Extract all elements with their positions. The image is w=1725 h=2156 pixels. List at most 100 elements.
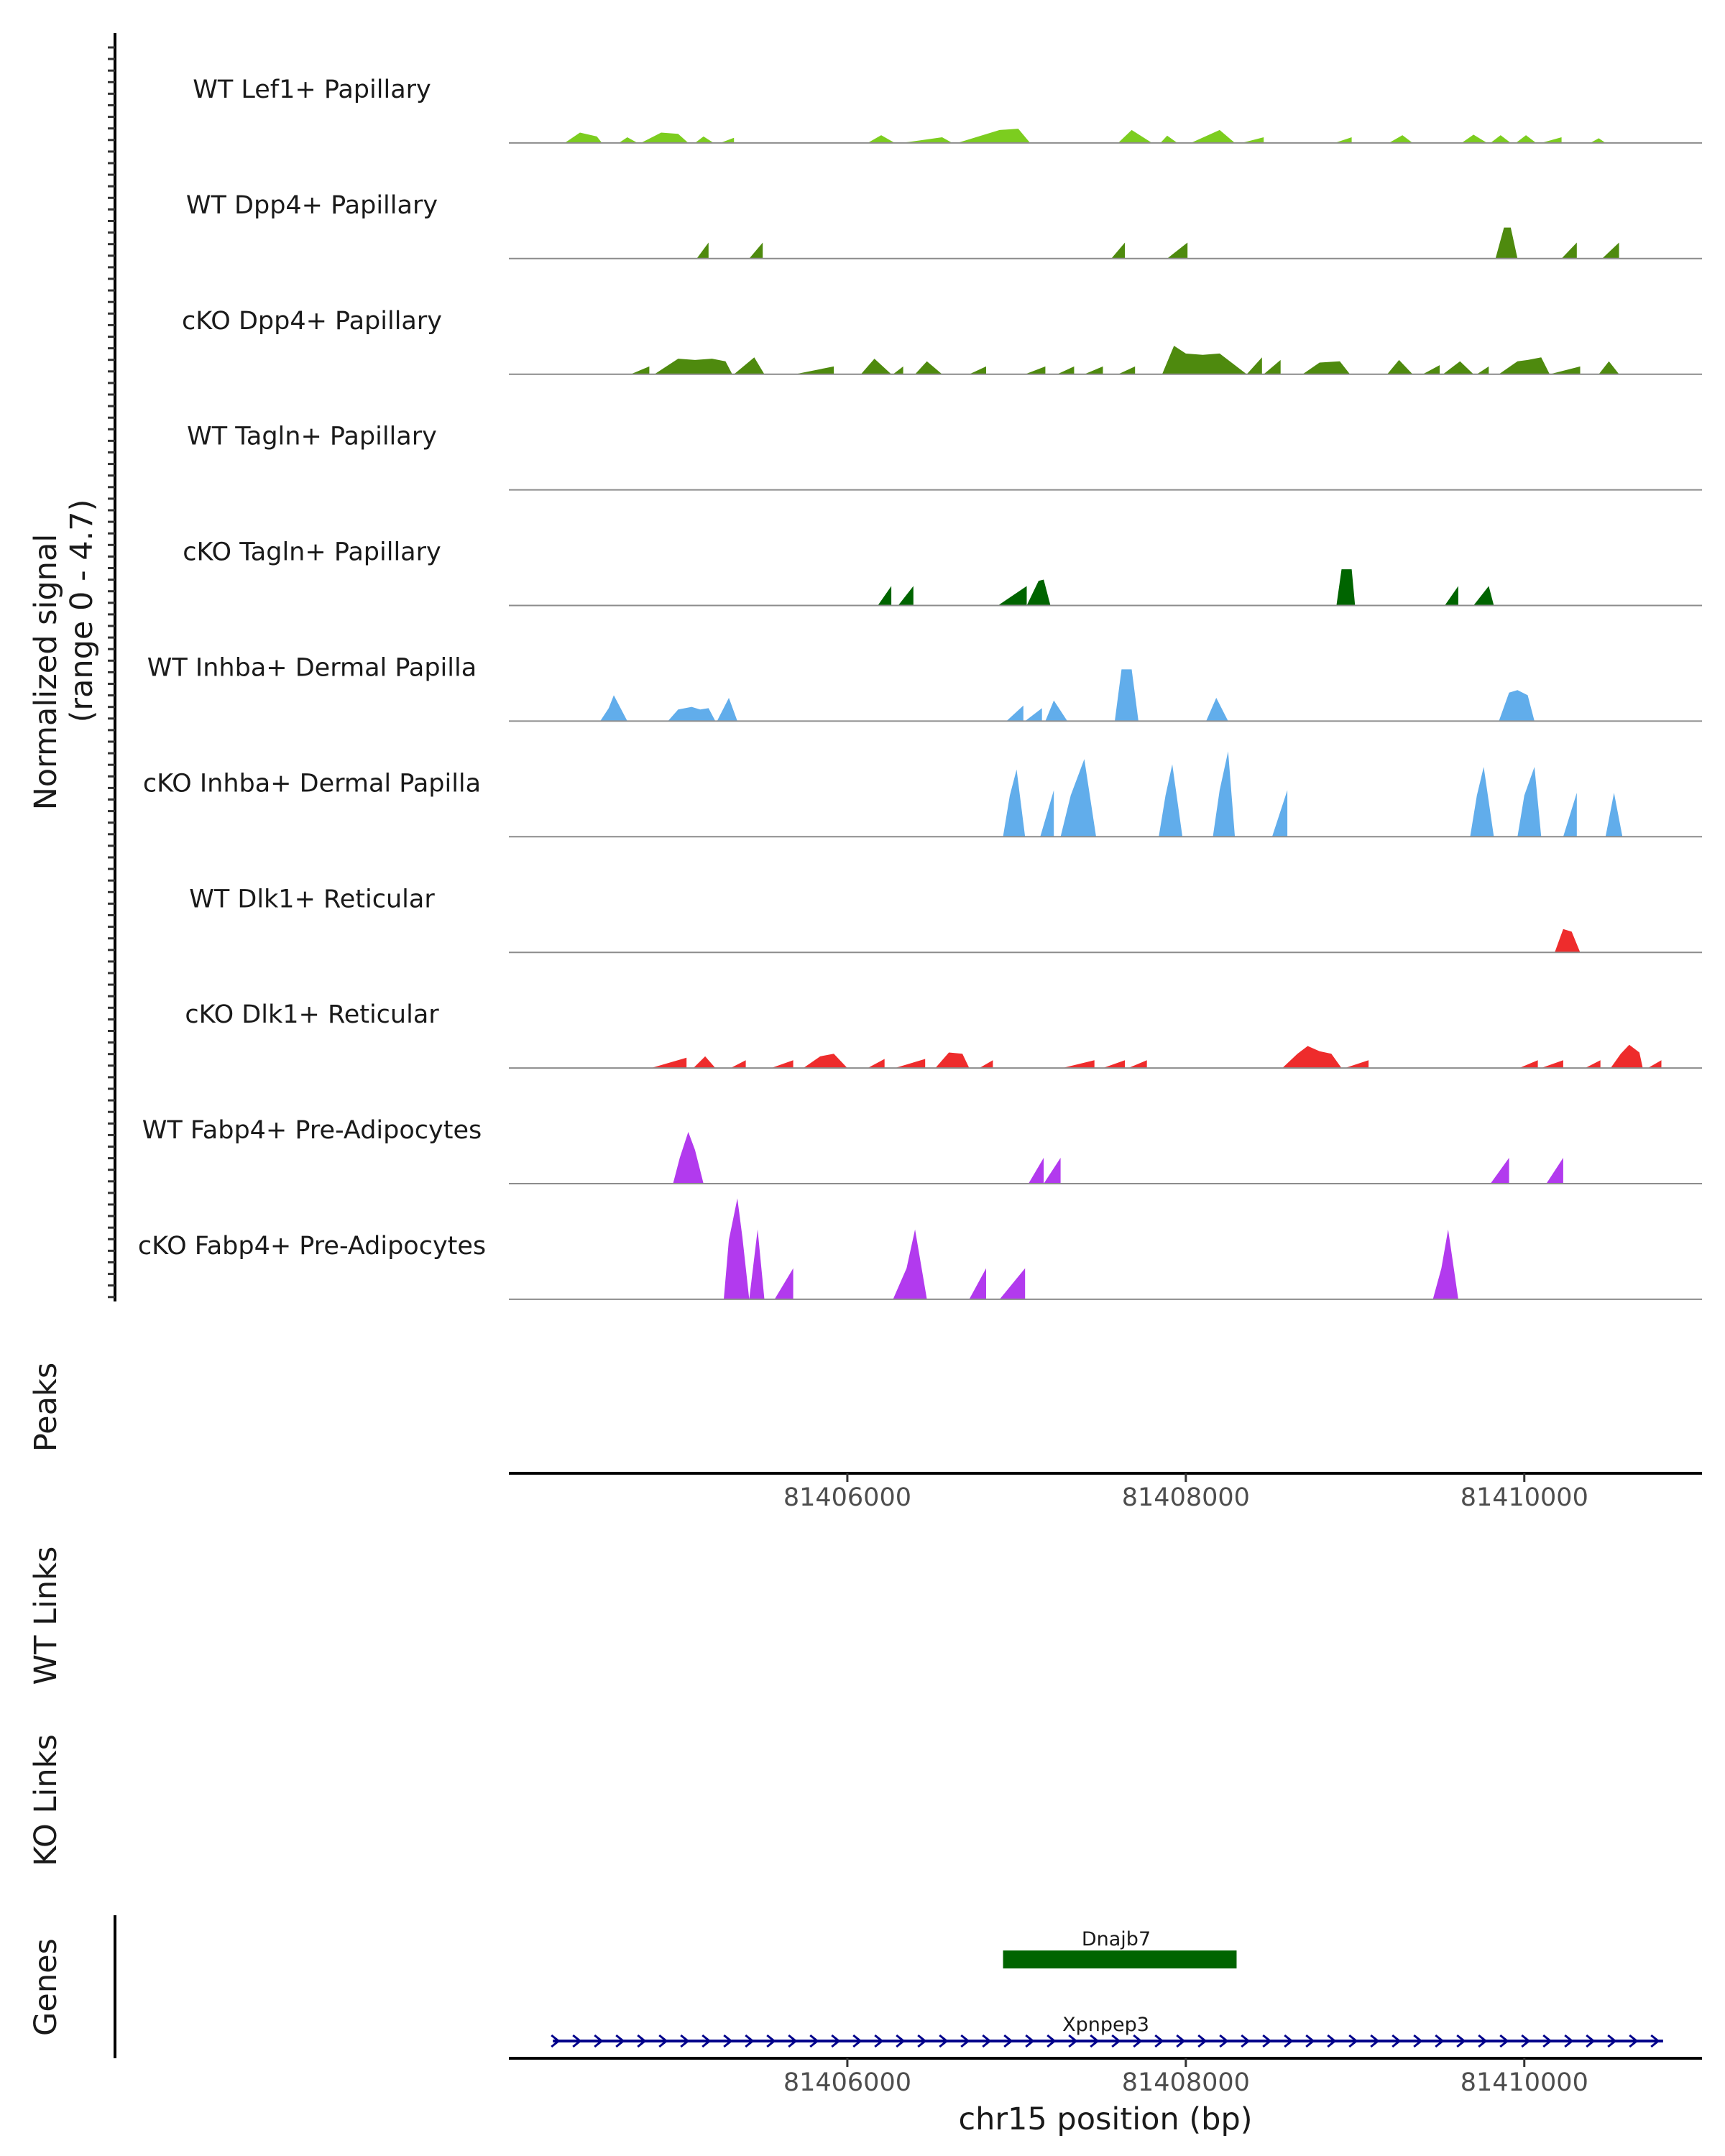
- signal-peak: [1499, 357, 1550, 374]
- track-label: WT Dlk1+ Reticular: [189, 885, 435, 913]
- strand-arrow: [1111, 2034, 1121, 2048]
- signal-peak: [1167, 242, 1188, 259]
- strand-arrow: [960, 2034, 970, 2048]
- genes-x-ticks: 81406000 81408000 81410000: [783, 2058, 1588, 2097]
- strand-arrow: [982, 2034, 992, 2048]
- signal-peak: [1490, 1158, 1509, 1184]
- signal-peak: [878, 586, 892, 606]
- strand-arrow: [1650, 2034, 1660, 2048]
- track-area: WT Lef1+ Papillary WT Dpp4+ Papillary cKO …: [138, 75, 1702, 1300]
- signal-peak: [650, 1057, 687, 1069]
- strand-arrow: [1068, 2034, 1078, 2048]
- signal-peak: [1190, 129, 1236, 143]
- signal-peak: [998, 586, 1027, 606]
- signal-peak: [630, 366, 650, 374]
- strand-arrow: [1413, 2034, 1423, 2048]
- signal-peak: [893, 366, 903, 374]
- strand-arrow: [809, 2034, 819, 2048]
- signal-peak: [1118, 366, 1136, 374]
- strand-arrow: [551, 2034, 561, 2048]
- signal-peak: [898, 586, 914, 606]
- strand-arrow: [1499, 2034, 1509, 2048]
- strand-arrow: [1003, 2034, 1013, 2048]
- signal-peak: [1282, 1046, 1342, 1069]
- signal-peak: [749, 1229, 765, 1299]
- strand-arrow: [1046, 2034, 1057, 2048]
- signal-peak: [1387, 359, 1413, 374]
- gene-feature-dnajb7: [1003, 1950, 1237, 1968]
- x-axis-label: chr15 position (bp): [958, 2101, 1252, 2137]
- signal-peak: [1213, 751, 1236, 837]
- signal-peak: [999, 1268, 1026, 1299]
- strand-arrow: [1456, 2034, 1466, 2048]
- signal-peak: [1389, 135, 1413, 143]
- wt-links-panel-label: WT Links: [28, 1547, 64, 1685]
- x-tick-label: 81408000: [1122, 1483, 1250, 1512]
- strand-arrow: [1219, 2034, 1229, 2048]
- strand-arrow: [572, 2034, 582, 2048]
- signal-peak: [957, 129, 1031, 143]
- track-label: cKO Dlk1+ Reticular: [185, 1000, 439, 1029]
- signal-peak: [868, 1059, 885, 1069]
- signal-peak: [894, 1059, 926, 1069]
- signal-peak: [1084, 366, 1103, 374]
- signal-peak: [1461, 134, 1487, 143]
- signal-peak: [1128, 1060, 1147, 1069]
- signal-peak: [695, 136, 714, 143]
- signal-peak: [1057, 366, 1075, 374]
- strand-arrow: [831, 2034, 841, 2048]
- signal-peak: [696, 242, 709, 259]
- track-label: cKO Fabp4+ Pre-Adipocytes: [138, 1232, 486, 1261]
- strand-arrow: [896, 2034, 906, 2048]
- strand-arrow: [1435, 2034, 1445, 2048]
- x-tick-label: 81408000: [1122, 2068, 1250, 2097]
- signal-peak: [717, 698, 737, 722]
- signal-peak: [868, 135, 895, 143]
- strand-arrow: [874, 2034, 884, 2048]
- signal-peak: [1563, 793, 1577, 837]
- signal-peak: [1162, 346, 1247, 374]
- signal-peak: [1025, 366, 1046, 374]
- strand-arrow: [1370, 2034, 1380, 2048]
- track-label: WT Fabp4+ Pre-Adipocytes: [142, 1116, 482, 1145]
- signal-peak: [969, 1268, 986, 1299]
- strand-arrow: [939, 2034, 949, 2048]
- signal-peak: [1499, 690, 1535, 722]
- strand-arrow: [615, 2034, 625, 2048]
- strand-arrow: [1133, 2034, 1143, 2048]
- strand-arrow: [1262, 2034, 1272, 2048]
- strand-arrow: [658, 2034, 668, 2048]
- signal-peak: [1045, 700, 1067, 722]
- x-tick-label: 81406000: [783, 2068, 911, 2097]
- signal-peak: [1517, 767, 1542, 837]
- signal-peak: [1598, 361, 1619, 374]
- signal-peak: [860, 359, 892, 374]
- strand-arrow: [1607, 2034, 1617, 2048]
- signal-peak: [1550, 366, 1581, 374]
- strand-arrow: [1542, 2034, 1552, 2048]
- signal-peak: [1040, 790, 1054, 837]
- track-label: WT Lef1+ Papillary: [193, 75, 431, 104]
- signal-peak: [600, 695, 627, 722]
- signal-peak: [1561, 242, 1577, 259]
- x-tick-label: 81410000: [1460, 1483, 1588, 1512]
- signal-peak: [774, 1268, 794, 1299]
- signal-peak: [1602, 242, 1619, 259]
- signal-peak: [1519, 1060, 1538, 1069]
- signal-peak: [1476, 366, 1489, 374]
- signal-peak: [1546, 1158, 1563, 1184]
- peaks-x-ticks: 81406000 81408000 81410000: [783, 1473, 1588, 1512]
- strand-arrow: [637, 2034, 647, 2048]
- gene-area: Dnajb7 Xpnpep3: [551, 1928, 1663, 2048]
- signal-peak: [1302, 361, 1351, 374]
- signal-peak: [1336, 569, 1356, 606]
- strand-arrow: [1025, 2034, 1035, 2048]
- signal-peak: [1541, 1060, 1563, 1069]
- signal-peak: [1006, 705, 1024, 722]
- signal-peak: [1345, 1060, 1369, 1069]
- signal-peak: [1062, 1060, 1095, 1069]
- signal-peak: [724, 1198, 750, 1299]
- signal-peak: [1246, 357, 1262, 374]
- track-label: WT Dpp4+ Papillary: [186, 191, 438, 220]
- signal-peak: [1443, 361, 1474, 374]
